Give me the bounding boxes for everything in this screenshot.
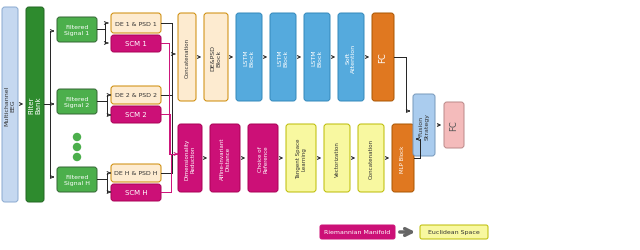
- FancyBboxPatch shape: [178, 124, 202, 192]
- FancyBboxPatch shape: [304, 14, 330, 102]
- Text: DE 1 & PSD 1: DE 1 & PSD 1: [115, 22, 157, 26]
- Text: DE 2 & PSD 2: DE 2 & PSD 2: [115, 93, 157, 98]
- Text: Soft
Attention: Soft Attention: [346, 43, 356, 72]
- FancyBboxPatch shape: [111, 14, 161, 34]
- Text: SCM H: SCM H: [125, 190, 147, 196]
- FancyBboxPatch shape: [358, 124, 384, 192]
- FancyBboxPatch shape: [413, 94, 435, 156]
- FancyBboxPatch shape: [444, 102, 464, 148]
- FancyBboxPatch shape: [178, 14, 196, 102]
- Text: Concatenation: Concatenation: [369, 138, 374, 178]
- FancyBboxPatch shape: [111, 36, 161, 53]
- Text: Filtered
Signal H: Filtered Signal H: [64, 174, 90, 185]
- FancyBboxPatch shape: [57, 18, 97, 43]
- FancyBboxPatch shape: [270, 14, 296, 102]
- Text: Filtered
Signal 2: Filtered Signal 2: [65, 97, 90, 108]
- FancyBboxPatch shape: [111, 106, 161, 124]
- Text: Fusion
Strategy: Fusion Strategy: [419, 112, 429, 139]
- FancyBboxPatch shape: [236, 14, 262, 102]
- FancyBboxPatch shape: [210, 124, 240, 192]
- Text: SCM 2: SCM 2: [125, 112, 147, 118]
- Text: MLP Block: MLP Block: [401, 145, 406, 172]
- FancyBboxPatch shape: [57, 167, 97, 192]
- Text: Choice of
Reference: Choice of Reference: [258, 144, 268, 172]
- FancyBboxPatch shape: [420, 225, 488, 239]
- Text: Filter
Bank: Filter Bank: [29, 96, 42, 114]
- Text: Affine-invariant
Distance: Affine-invariant Distance: [220, 137, 230, 179]
- Text: DE&PSD
Block: DE&PSD Block: [211, 45, 221, 71]
- Text: LSTM
Block: LSTM Block: [312, 49, 323, 66]
- FancyBboxPatch shape: [111, 164, 161, 182]
- FancyBboxPatch shape: [392, 124, 414, 192]
- FancyBboxPatch shape: [111, 184, 161, 201]
- Text: Tangent Space
Learning: Tangent Space Learning: [296, 138, 307, 178]
- Circle shape: [74, 154, 81, 161]
- FancyBboxPatch shape: [26, 8, 44, 202]
- Text: SCM 1: SCM 1: [125, 41, 147, 47]
- Text: Multichannel
EEG: Multichannel EEG: [4, 85, 15, 125]
- FancyBboxPatch shape: [320, 225, 395, 239]
- Text: DE H & PSD H: DE H & PSD H: [115, 171, 157, 176]
- Circle shape: [74, 134, 81, 141]
- Text: Euclidean Space: Euclidean Space: [428, 230, 480, 234]
- Text: FC: FC: [378, 52, 387, 63]
- FancyBboxPatch shape: [286, 124, 316, 192]
- Text: Dimensionality
Reduction: Dimensionality Reduction: [184, 138, 195, 179]
- Text: LSTM
Block: LSTM Block: [278, 49, 289, 66]
- FancyBboxPatch shape: [2, 8, 18, 202]
- FancyBboxPatch shape: [57, 90, 97, 114]
- Circle shape: [74, 144, 81, 151]
- Text: FC: FC: [449, 120, 458, 131]
- FancyBboxPatch shape: [372, 14, 394, 102]
- Text: Concatenation: Concatenation: [184, 38, 189, 78]
- FancyBboxPatch shape: [324, 124, 350, 192]
- FancyBboxPatch shape: [248, 124, 278, 192]
- Text: Filtered
Signal 1: Filtered Signal 1: [65, 25, 90, 36]
- FancyBboxPatch shape: [111, 87, 161, 104]
- FancyBboxPatch shape: [338, 14, 364, 102]
- FancyBboxPatch shape: [204, 14, 228, 102]
- Text: LSTM
Block: LSTM Block: [244, 49, 255, 66]
- Text: Riemannian Manifold: Riemannian Manifold: [324, 230, 390, 234]
- Text: Vectorization: Vectorization: [335, 140, 339, 176]
